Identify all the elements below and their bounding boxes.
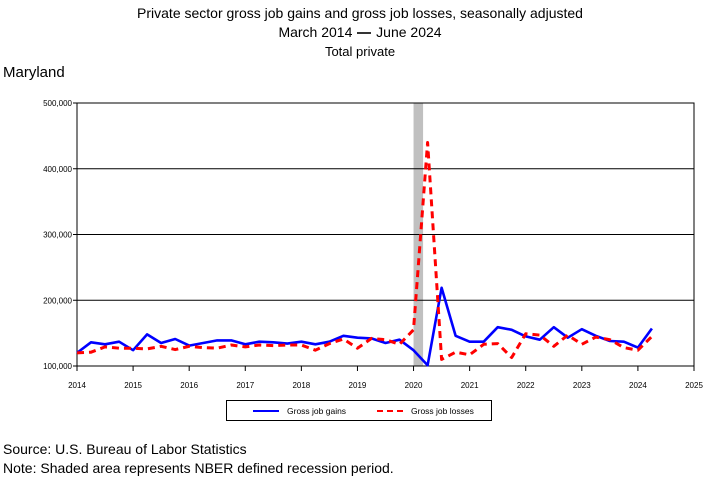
plot-frame	[76, 102, 695, 367]
legend-label-gains: Gross job gains	[287, 405, 347, 416]
chart-period: March 2014 June 2024	[0, 24, 720, 40]
x-tick-label: 2014	[68, 381, 86, 390]
x-tick-label: 2021	[461, 381, 479, 390]
x-tick-label: 2017	[236, 381, 254, 390]
series-line-losses	[76, 141, 653, 361]
legend-item-losses: Gross job losses	[377, 401, 474, 420]
legend: Gross job gains Gross job losses	[226, 400, 492, 421]
x-tick-label: 2015	[124, 381, 142, 390]
chart-subtitle: Total private	[324, 44, 396, 59]
legend-swatch-gains	[253, 409, 279, 412]
x-tick-label: 2019	[349, 381, 367, 390]
series-line-gains	[76, 286, 653, 367]
period-end: June 2024	[376, 24, 442, 40]
x-tick-label: 2025	[685, 381, 703, 390]
chart-title: Private sector gross job gains and gross…	[137, 5, 583, 21]
x-tick-label: 2022	[517, 381, 535, 390]
y-tick-label: 300,000	[43, 231, 72, 240]
x-tick-label: 2018	[292, 381, 310, 390]
legend-item-gains: Gross job gains	[253, 401, 346, 420]
legend-label-losses: Gross job losses	[411, 405, 474, 416]
y-tick-label: 200,000	[43, 296, 72, 305]
y-tick-label: 400,000	[43, 165, 72, 174]
legend-swatch-losses	[377, 409, 403, 412]
region-label: Maryland	[3, 64, 65, 81]
x-tick-label: 2023	[573, 381, 591, 390]
recession-note: Note: Shaded area represents NBER define…	[3, 460, 394, 476]
x-tick-label: 2016	[180, 381, 198, 390]
y-tick-label: 500,000	[43, 99, 72, 108]
dash-icon	[357, 32, 372, 35]
x-tick-label: 2024	[629, 381, 647, 390]
period-start: March 2014	[278, 24, 353, 40]
source-note: Source: U.S. Bureau of Labor Statistics	[3, 441, 247, 457]
y-tick-label: 100,000	[43, 362, 72, 371]
x-tick-label: 2020	[405, 381, 423, 390]
